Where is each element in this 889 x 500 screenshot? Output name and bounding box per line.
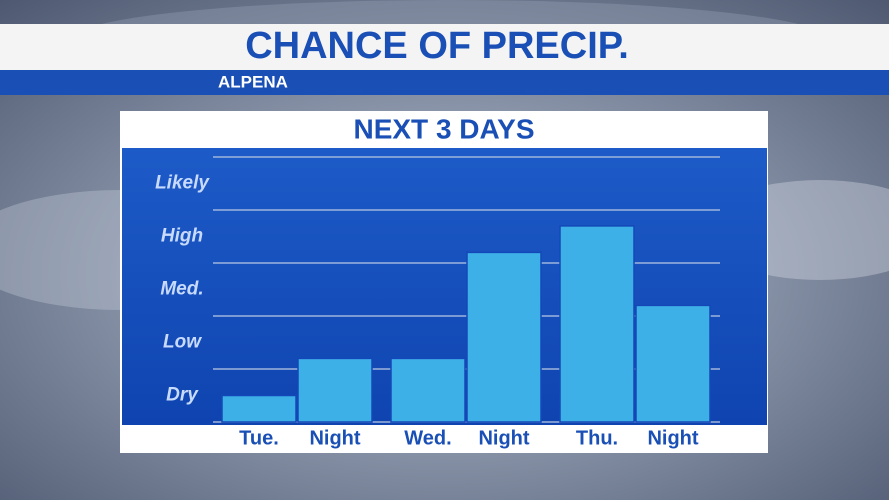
chart-subtitle: ALPENA <box>218 72 288 91</box>
x-tick-label: Night <box>647 427 698 449</box>
bar <box>635 304 711 423</box>
bar <box>559 225 635 423</box>
bar <box>390 357 466 423</box>
y-tick-label: High <box>161 226 203 247</box>
chart-title: CHANCE OF PRECIP. <box>245 25 629 67</box>
title-banner <box>0 24 889 70</box>
x-tick-label: Night <box>309 427 360 449</box>
x-tick-label: Tue. <box>239 427 279 449</box>
x-tick-label: Night <box>478 427 529 449</box>
y-tick-label: Dry <box>166 385 199 406</box>
y-tick-label: Likely <box>155 173 210 194</box>
panel-title: NEXT 3 DAYS <box>353 113 534 144</box>
bar <box>297 357 373 423</box>
x-tick-label: Thu. <box>576 427 618 449</box>
y-tick-label: Med. <box>160 279 203 300</box>
x-tick-label: Wed. <box>404 427 451 449</box>
subtitle-banner <box>0 70 889 95</box>
bar <box>221 394 297 423</box>
y-tick-label: Low <box>163 332 202 353</box>
bar <box>466 251 542 423</box>
